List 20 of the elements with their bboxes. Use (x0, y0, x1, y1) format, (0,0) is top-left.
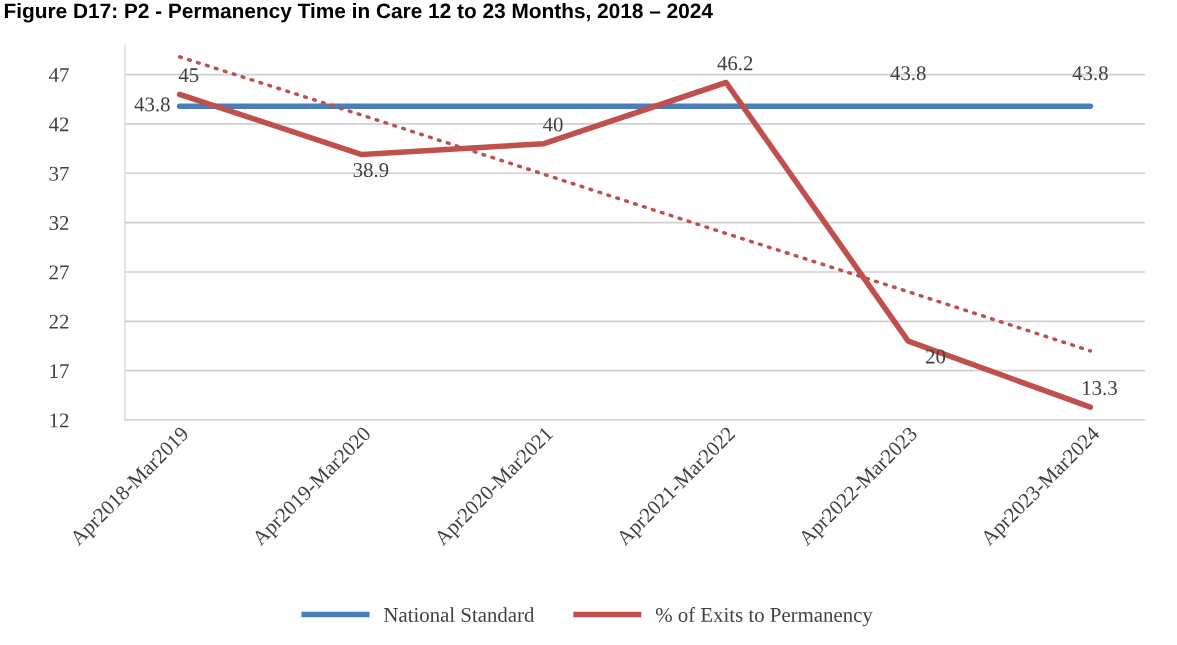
legend-label: National Standard (383, 607, 535, 622)
data-label: 13.3 (1083, 381, 1117, 396)
data-label: 43.8 (890, 66, 926, 81)
data-label: 40 (543, 117, 563, 132)
y-tick-label: 42 (49, 117, 69, 132)
data-label: 43.8 (134, 97, 170, 112)
data-label: 46.2 (717, 56, 753, 71)
y-tick-label: 17 (50, 364, 69, 378)
y-tick-label: 32 (49, 216, 69, 231)
legend-label: % of Exits to Permanency (655, 607, 873, 627)
y-tick-label: 47 (49, 68, 69, 82)
y-tick-label: 37 (49, 166, 69, 181)
data-label: 20 (926, 349, 946, 364)
y-tick-label: 22 (49, 314, 69, 329)
chart-title: Figure D17: P2 - Permanency Time in Care 12 to 23 Months, 2018 – 2024 (4, 3, 713, 23)
y-tick-label: 12 (50, 413, 69, 428)
data-label: 43.8 (1072, 66, 1108, 81)
y-tick-label: 27 (49, 265, 69, 280)
data-label: 45 (178, 68, 199, 83)
data-label: 38.9 (353, 163, 389, 178)
